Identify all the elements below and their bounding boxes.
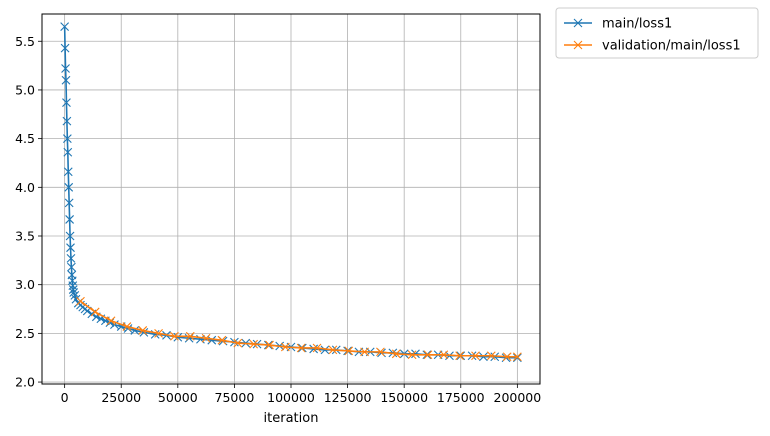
x-tick-label: 50000 (158, 390, 198, 405)
x-tick-label: 200000 (494, 390, 542, 405)
data-point (296, 343, 306, 353)
data-point (60, 22, 70, 32)
data-point (105, 318, 115, 328)
data-point (309, 344, 319, 354)
data-point (502, 352, 512, 362)
data-point (66, 254, 76, 263)
data-point (63, 167, 73, 177)
legend-marker (573, 18, 583, 28)
data-point (67, 262, 76, 272)
data-point (185, 331, 195, 341)
data-point (64, 198, 74, 208)
data-point (62, 134, 72, 144)
data-point (65, 231, 75, 241)
x-axis-label: iteration (264, 411, 319, 426)
y-tick-label: 4.0 (15, 180, 35, 195)
data-point (217, 335, 227, 345)
data-point (63, 147, 73, 157)
data-point (71, 294, 81, 304)
y-axis-ticks: 2.0 2.5 3.0 3.5 4.0 4.5 5.0 5.5 (15, 34, 42, 390)
data-point (391, 349, 401, 359)
data-point (61, 64, 70, 73)
data-point (479, 352, 488, 362)
data-point (455, 351, 465, 361)
data-point (90, 307, 100, 317)
data-point (312, 343, 322, 353)
data-point (62, 116, 72, 126)
data-point (64, 182, 74, 192)
data-point (471, 351, 480, 361)
x-tick-label: 175000 (437, 390, 485, 405)
x-tick-label: 25000 (101, 390, 141, 405)
y-tick-label: 3.5 (15, 229, 35, 244)
x-tick-label: 100000 (267, 390, 315, 405)
legend: main/loss1 validation/main/loss1 (555, 7, 759, 59)
data-point (154, 328, 163, 338)
data-point (265, 340, 274, 350)
data-point (376, 347, 385, 357)
x-tick-label: 0 (61, 390, 69, 405)
data-point (106, 316, 116, 326)
data-point (207, 335, 217, 345)
y-tick-label: 3.0 (15, 277, 35, 292)
data-point (69, 288, 79, 297)
data-point (66, 243, 75, 253)
data-point (411, 349, 420, 359)
data-point (328, 345, 338, 355)
grid-lines (42, 14, 540, 384)
legend-item: main/loss1 (564, 17, 672, 32)
y-tick-label: 5.5 (15, 34, 35, 49)
x-tick-label: 125000 (324, 390, 372, 405)
series-layer (60, 22, 522, 363)
data-point (249, 339, 259, 349)
data-point (407, 350, 417, 360)
legend-items: main/loss1 validation/main/loss1 (564, 17, 741, 54)
data-point (68, 285, 78, 294)
legend-label: validation/main/loss1 (602, 39, 741, 54)
data-point (173, 332, 183, 342)
legend-label: main/loss1 (602, 17, 672, 32)
legend-item: validation/main/loss1 (564, 39, 741, 54)
series-line (80, 300, 518, 358)
y-tick-label: 4.5 (15, 131, 35, 146)
data-point (512, 352, 522, 362)
data-point (280, 342, 290, 352)
x-tick-label: 75000 (215, 390, 255, 405)
data-point (138, 326, 148, 335)
data-point (486, 351, 496, 361)
data-point (344, 346, 354, 356)
data-point (512, 353, 522, 363)
data-point (60, 43, 70, 53)
data-point (439, 350, 449, 360)
data-point (170, 331, 179, 341)
data-point (423, 350, 433, 360)
data-point (61, 75, 71, 85)
data-point (76, 296, 85, 306)
x-axis-ticks: 0 25000 50000 75000 100000 125000 150000 175000… (61, 384, 542, 405)
data-point (320, 345, 330, 355)
data-point (360, 347, 369, 357)
data-point (122, 322, 132, 331)
y-tick-label: 5.0 (15, 82, 35, 97)
data-point (201, 333, 211, 343)
data-point (233, 338, 243, 348)
data-point (65, 215, 75, 224)
x-tick-label: 150000 (380, 390, 428, 405)
legend-box (555, 7, 759, 59)
y-tick-label: 2.0 (15, 375, 35, 390)
y-tick-label: 2.5 (15, 326, 35, 341)
data-point (62, 98, 71, 107)
series-1 (76, 296, 522, 362)
legend-marker (573, 40, 583, 50)
